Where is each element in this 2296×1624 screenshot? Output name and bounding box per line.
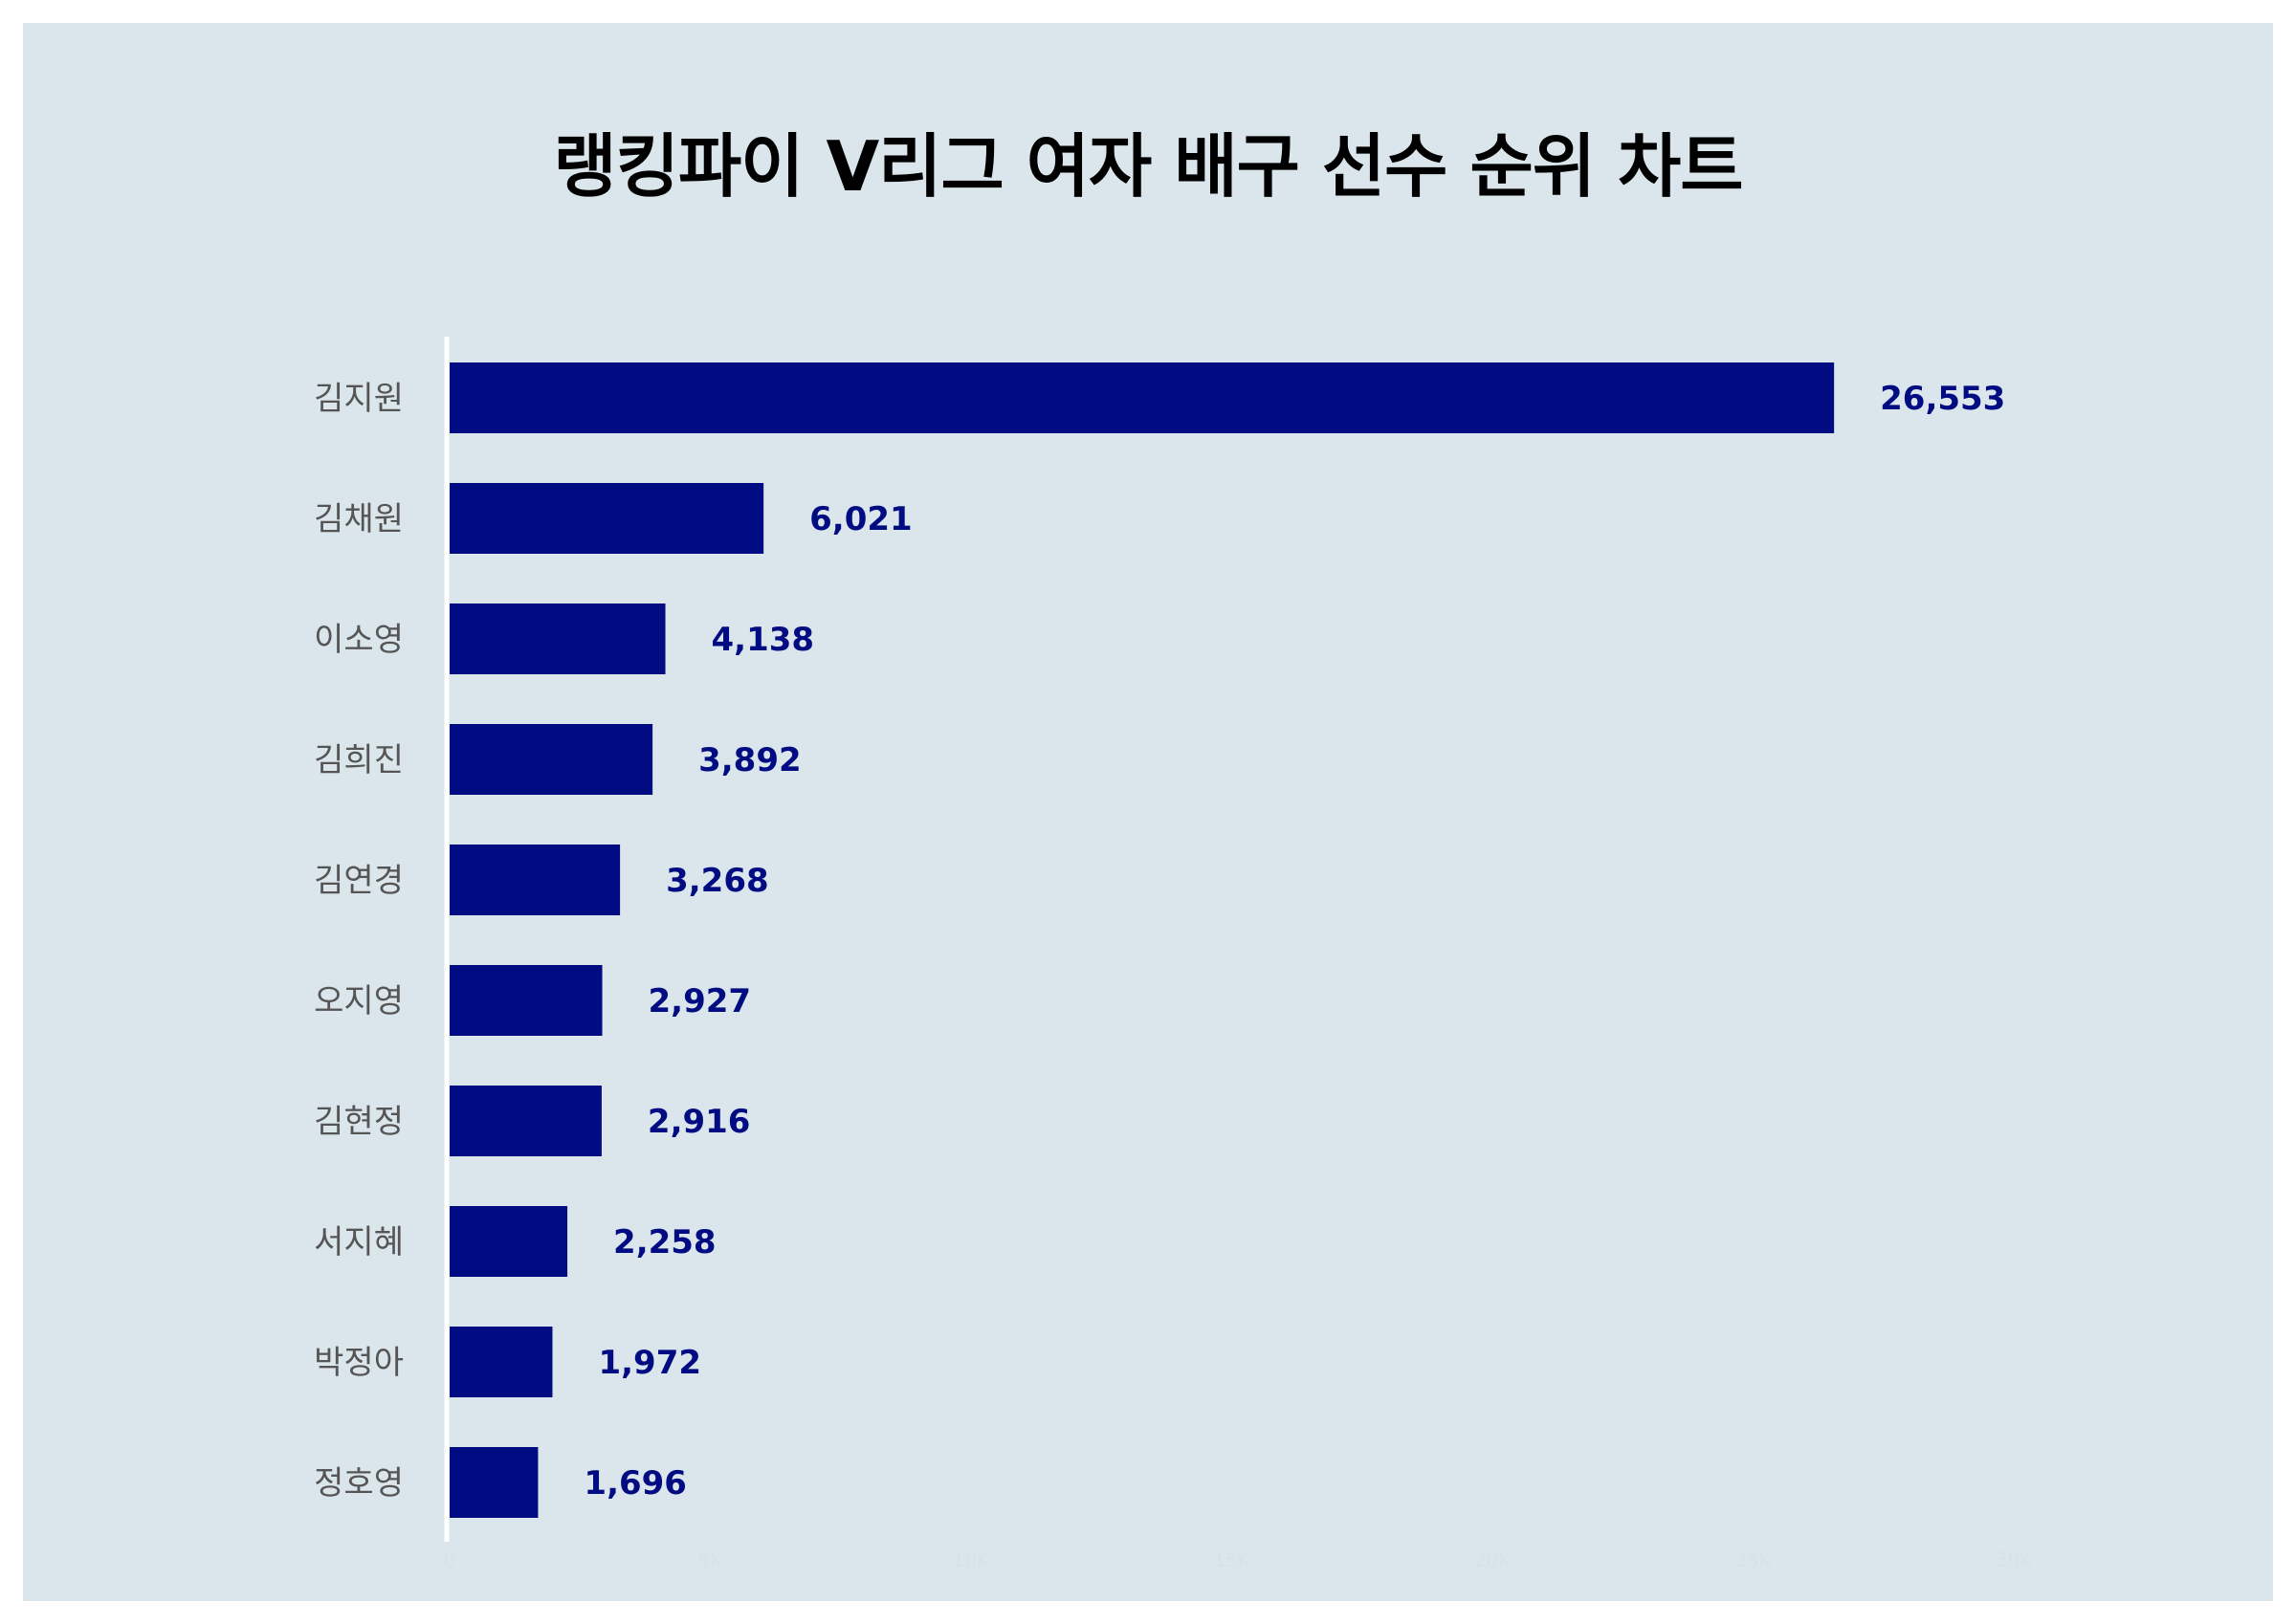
- bar: [450, 483, 764, 554]
- x-tick-label: 15K: [1213, 1548, 1250, 1571]
- category-label: 박정아: [314, 1344, 404, 1382]
- bar: [450, 1206, 568, 1277]
- bar: [450, 1327, 553, 1397]
- value-label: 2,258: [613, 1223, 717, 1262]
- category-label: 정호영: [314, 1464, 404, 1503]
- bar: [450, 604, 666, 674]
- x-tick-label: 0: [444, 1548, 456, 1571]
- bar: [450, 362, 1835, 433]
- category-label: 김지원: [314, 380, 404, 418]
- x-tick-label: 30K: [1996, 1548, 2033, 1571]
- bar: [450, 1447, 539, 1518]
- category-label: 김채원: [314, 500, 404, 538]
- chart-background: [23, 23, 2273, 1601]
- category-label: 김연경: [314, 862, 404, 900]
- x-tick-label: 20K: [1474, 1548, 1512, 1571]
- category-label: 서지혜: [314, 1223, 404, 1262]
- value-label: 3,892: [698, 741, 802, 779]
- value-label: 6,021: [809, 500, 913, 538]
- value-label: 2,916: [648, 1103, 751, 1141]
- bar: [450, 965, 603, 1036]
- value-label: 1,696: [584, 1464, 687, 1503]
- bar: [450, 845, 621, 915]
- category-label: 이소영: [314, 621, 404, 659]
- value-label: 4,138: [712, 621, 815, 659]
- value-label: 26,553: [1880, 380, 2005, 418]
- category-label: 김희진: [314, 741, 404, 779]
- x-tick-label: 5K: [698, 1548, 724, 1571]
- category-label: 오지영: [314, 982, 404, 1020]
- category-label: 김현정: [314, 1103, 404, 1141]
- value-label: 3,268: [666, 862, 769, 900]
- chart-title: 랭킹파이 V리그 여자 배구 선수 순위 차트: [553, 126, 1744, 207]
- value-label: 2,927: [649, 982, 752, 1020]
- x-tick-label: 10K: [953, 1548, 990, 1571]
- bar: [450, 1086, 602, 1156]
- bar: [450, 724, 653, 795]
- x-tick-label: 25K: [1734, 1548, 1772, 1571]
- value-label: 1,972: [598, 1344, 701, 1382]
